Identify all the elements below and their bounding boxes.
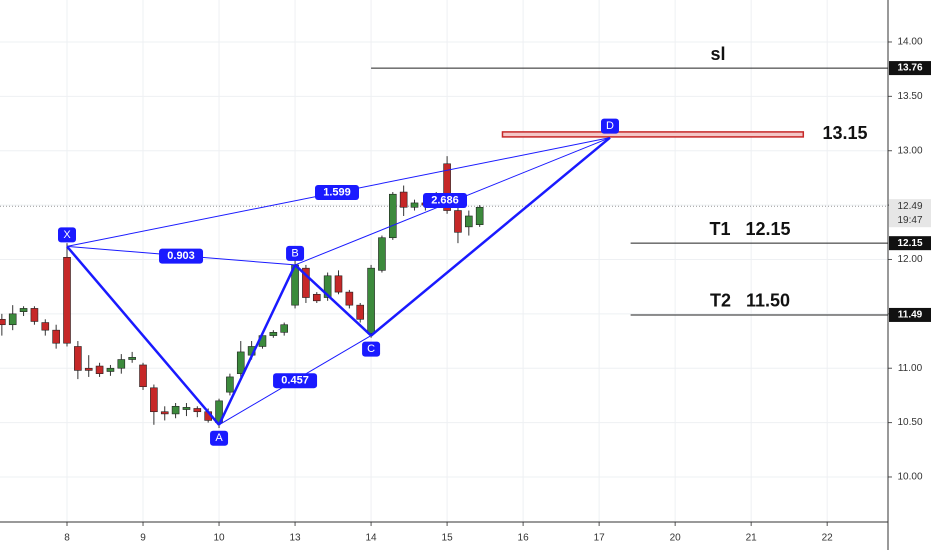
candle-body [139,364,147,388]
candle-body [52,329,60,344]
ratio-box [315,185,359,200]
y-tick-label: 14.00 [897,37,922,48]
x-tick-label: 17 [594,533,606,544]
axis-price-label: 13.76 [897,63,922,74]
candle-body [63,257,71,344]
candle-body [454,210,462,233]
pattern-point-box [362,341,381,357]
candle-body [8,313,17,326]
axis-price-label: 12.15 [897,238,922,249]
ratio-label: 0.457 [281,375,309,387]
candle-body [269,332,278,336]
candle-body [106,367,115,372]
candle-body [388,193,397,239]
candle-body [356,304,365,320]
pattern-point-box [600,118,619,134]
ratio-box [273,373,318,389]
candle-body [465,215,473,228]
candle-body [182,407,191,410]
ratio-box [159,248,204,264]
candle-body [193,408,202,413]
candle-body [117,359,126,369]
candle-body [150,387,158,413]
pattern-leg [66,245,220,426]
x-tick-label: 14 [366,533,378,544]
last-price-label: 12.49 [897,201,922,212]
level-label: T1 12.15 [709,219,790,239]
ratio-label: 2.686 [431,194,459,206]
x-tick-label: 8 [64,533,70,544]
ratio-label: 1.599 [323,186,351,198]
x-tick-label: 15 [442,533,454,544]
last-price-tag [889,199,931,228]
y-tick-label: 13.50 [897,91,922,102]
candle-body [399,191,408,208]
pattern-point-label: C [367,343,375,355]
candle-body [19,308,28,312]
candle-body [302,267,310,298]
candle-body [378,237,386,271]
candle-body [226,376,234,393]
level-label: T2 11.50 [710,291,790,311]
candle-body [30,308,39,322]
axis-price-tag [889,236,931,251]
y-tick-label: 11.00 [898,363,923,374]
pattern-point-box [210,430,229,446]
pattern-point-label: D [606,120,614,132]
pattern-leg [370,136,611,337]
candle-body [367,267,375,334]
pattern-point-label: B [291,247,298,259]
pattern-leg [217,264,297,426]
x-tick-label: 21 [746,533,758,544]
candle-body [345,291,354,306]
y-tick-label: 13.00 [897,145,922,156]
pattern-point-box [286,245,305,261]
x-tick-label: 10 [213,533,225,544]
candle-body [410,202,419,208]
candle-body [128,357,136,360]
candle-body [171,405,180,415]
pattern-point-label: X [63,229,71,241]
x-tick-label: 20 [670,533,682,544]
pattern-point-box [58,227,77,243]
x-tick-label: 9 [140,533,146,544]
candle-body [41,322,50,331]
candle-body [84,367,93,371]
x-tick-label: 16 [518,533,530,544]
x-tick-label: 22 [822,533,834,544]
candle-body [312,293,321,302]
zone [501,131,805,138]
zone-label: 13.15 [822,123,867,143]
candle-body [323,275,332,298]
axis-price-tag [889,307,931,322]
candle-body [95,365,104,374]
last-price-time: 19:47 [897,215,922,226]
axis-price-tag [889,61,931,76]
y-tick-label: 10.50 [897,417,922,428]
axis-price-label: 11.49 [898,310,923,321]
candle-body [443,163,451,211]
candle-body [74,346,82,371]
y-tick-label: 12.00 [897,254,922,265]
ratio-box [423,193,467,208]
candle-body [0,318,6,326]
candle-body [236,351,245,374]
candle-body [475,206,484,225]
pattern-leg [294,263,372,337]
level-label: sl [710,44,725,64]
candle-body [160,411,169,415]
candle-body [280,324,288,333]
candle-body [334,275,343,293]
y-tick-label: 10.00 [897,472,922,483]
ratio-label: 0.903 [167,250,195,262]
pattern-point-label: A [215,432,223,444]
x-tick-label: 13 [289,533,301,544]
